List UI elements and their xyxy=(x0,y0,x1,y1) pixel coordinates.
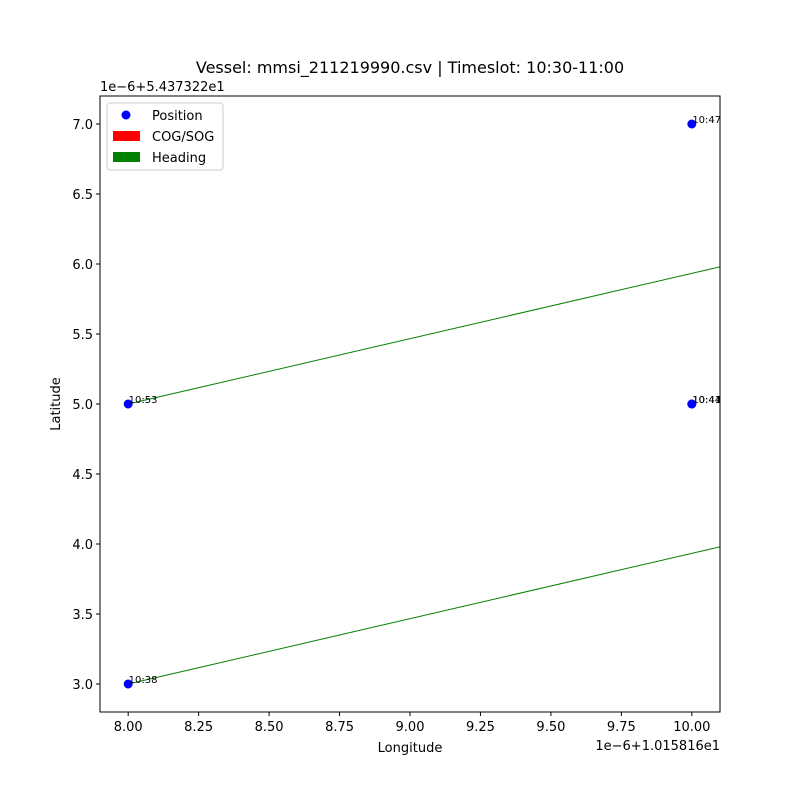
x-tick-label: 8.75 xyxy=(325,720,354,735)
legend-marker xyxy=(113,131,140,141)
x-tick-label: 9.25 xyxy=(466,720,495,735)
point-label: 10:47 xyxy=(692,115,721,126)
y-tick-label: 6.0 xyxy=(72,258,93,273)
position-point xyxy=(123,679,133,689)
heading-line xyxy=(128,266,720,405)
legend-label: Heading xyxy=(152,151,206,166)
legend-marker xyxy=(121,110,131,120)
y-axis-ticks: 3.0 3.5 4.0 4.5 5.0 5.5 6.0 6.5 7.0 xyxy=(72,118,100,693)
y-tick-label: 5.0 xyxy=(72,398,93,413)
y-tick-label: 5.5 xyxy=(72,328,93,343)
x-tick-label: 8.25 xyxy=(184,720,213,735)
y-tick-label: 3.0 xyxy=(72,678,93,693)
legend-marker xyxy=(113,152,140,162)
y-tick-label: 4.0 xyxy=(72,538,93,553)
position-point xyxy=(123,399,133,409)
legend: Position COG/SOG Heading xyxy=(106,102,224,171)
x-tick-label: 8.00 xyxy=(114,720,143,735)
position-point xyxy=(687,119,697,129)
x-axis-label: Longitude xyxy=(378,741,443,756)
y-tick-label: 3.5 xyxy=(72,608,93,623)
heading-line xyxy=(128,546,720,685)
legend-items: Position COG/SOG Heading xyxy=(113,109,214,166)
y-tick-label: 4.5 xyxy=(72,468,93,483)
position-points xyxy=(123,119,697,689)
point-label: 10:41 xyxy=(692,395,721,406)
y-offset-label: 1e−6+5.437322e1 xyxy=(100,80,225,95)
x-tick-label: 9.00 xyxy=(396,720,425,735)
legend-label: COG/SOG xyxy=(152,130,214,145)
point-label: 10:53 xyxy=(129,395,158,406)
y-axis-label: Latitude xyxy=(49,377,64,431)
x-tick-label: 9.50 xyxy=(536,720,565,735)
position-point xyxy=(687,399,697,409)
plot-frame xyxy=(99,95,721,713)
x-tick-label: 8.50 xyxy=(255,720,284,735)
chart-title: Vessel: mmsi_211219990.csv | Timeslot: 1… xyxy=(196,58,624,78)
x-tick-label: 10.00 xyxy=(673,720,710,735)
x-tick-label: 9.75 xyxy=(607,720,636,735)
legend-label: Position xyxy=(152,109,203,124)
heading-lines xyxy=(128,266,720,685)
x-axis-ticks: 8.00 8.25 8.50 8.75 9.00 9.25 9.50 9.75 10.00 xyxy=(114,712,710,735)
x-offset-label: 1e−6+1.015816e1 xyxy=(595,739,720,754)
point-label: 10:44 xyxy=(692,395,721,406)
y-tick-label: 7.0 xyxy=(72,118,93,133)
point-label: 10:38 xyxy=(129,675,158,686)
y-tick-label: 6.5 xyxy=(72,188,93,203)
